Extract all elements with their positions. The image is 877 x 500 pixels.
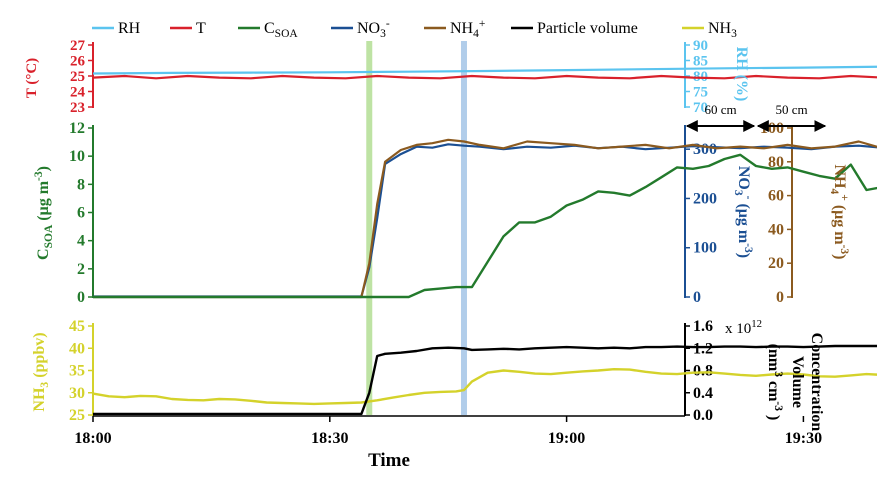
bottom-left-tick-label: 40 — [69, 340, 85, 357]
middle-series-nh4-line — [93, 138, 877, 299]
middle-left-axis-label: CSOA​ (μg m-3​) — [33, 166, 55, 260]
bottom-right-tick-label: 0.0 — [693, 407, 713, 424]
bottom-right-tick-label: 1.6 — [693, 318, 713, 335]
bottom-right-axis-label-units: (nm3​ cm-3​ ) — [765, 344, 784, 421]
bottom-right-axis-label-line2: Concentration — [808, 333, 825, 432]
middle-right2-tick-label: 0 — [776, 289, 784, 306]
x-tick-label: 19:30 — [785, 430, 822, 447]
middle-left-tick-label: 8 — [77, 176, 85, 193]
middle-right2-tick-label: 80 — [768, 154, 784, 171]
legend-label-3: CSOA​ — [264, 20, 298, 40]
middle-left-tick-label: 2 — [77, 261, 85, 278]
event-band-1 — [366, 41, 373, 415]
legend-label-6: Particle volume — [537, 20, 638, 37]
distance-marker-label-2: 50 cm — [775, 102, 807, 117]
bottom-series-volume-line — [93, 344, 877, 416]
middle-right2-tick-label: 100 — [760, 120, 784, 137]
bottom-series-nh3-line — [92, 368, 877, 406]
middle-right-tick-label: 0 — [693, 289, 701, 306]
middle-left-tick-label: 0 — [77, 289, 85, 306]
middle-right2-tick-label: 40 — [768, 221, 784, 238]
top-left-tick-label: 25 — [70, 69, 85, 85]
bottom-left-tick-label: 35 — [69, 363, 85, 380]
top-left-tick-label: 26 — [70, 54, 86, 70]
top-left-tick-label: 27 — [70, 38, 86, 54]
top-right-tick-label: 85 — [693, 54, 708, 70]
middle-right-tick-label: 200 — [693, 190, 717, 207]
middle-series-csoa-line — [93, 153, 877, 299]
legend-label-7: NH3​ — [708, 20, 737, 40]
top-left-tick-label: 24 — [70, 85, 86, 101]
bottom-right-tick-label: 1.2 — [693, 340, 713, 357]
bottom-left-axis-label: NH3​ (ppbv) — [31, 332, 51, 411]
x-tick-label: 18:30 — [311, 430, 348, 447]
top-series-rh-line — [92, 65, 877, 75]
legend-label-2: T — [196, 20, 206, 37]
x-axis-label: Time — [368, 450, 410, 471]
middle-left-tick-label: 12 — [69, 120, 85, 137]
top-right-tick-label: 90 — [693, 38, 708, 54]
top-right-tick-label: 75 — [693, 85, 708, 101]
x-tick-label: 18:00 — [74, 430, 111, 447]
middle-right-tick-label: 300 — [693, 141, 717, 158]
top-series-t-line — [92, 74, 877, 80]
middle-left-tick-label: 10 — [69, 148, 85, 165]
bottom-left-tick-label: 45 — [69, 318, 85, 335]
bottom-right-tick-label: 0.4 — [693, 385, 713, 402]
bottom-right-axis-multiplier: x 1012​ — [725, 318, 762, 337]
event-band-2 — [460, 41, 467, 415]
top-right-axis-label: RH (%) — [733, 47, 750, 102]
top-right-tick-label: 70 — [693, 100, 708, 116]
middle-left-tick-label: 4 — [77, 233, 85, 250]
middle-left-tick-label: 6 — [77, 205, 85, 222]
middle-right-axis-label: NO3​-​ (μg m-3​) — [732, 166, 754, 258]
middle-right2-tick-label: 20 — [768, 255, 784, 272]
bottom-left-tick-label: 30 — [69, 385, 85, 402]
middle-right2-tick-label: 60 — [768, 188, 784, 205]
bottom-right-axis-label-line1: Volume — [789, 356, 806, 408]
top-left-axis-label: T (°C) — [24, 58, 40, 98]
legend-label-5: NH4​+​ — [450, 18, 485, 40]
legend-label-4: NO3​-​ — [357, 18, 390, 40]
legend-label-1: RH — [118, 20, 141, 37]
bottom-right-tick-label: 0.8 — [693, 363, 713, 380]
middle-right2-axis-label: NH4​+​ (μg m-3​) — [828, 165, 850, 260]
middle-right-tick-label: 100 — [693, 240, 717, 257]
x-tick-label: 19:00 — [548, 430, 585, 447]
top-left-tick-label: 23 — [70, 100, 85, 116]
bottom-left-tick-label: 25 — [69, 407, 85, 424]
distance-marker-label-1: 60 cm — [704, 102, 736, 117]
